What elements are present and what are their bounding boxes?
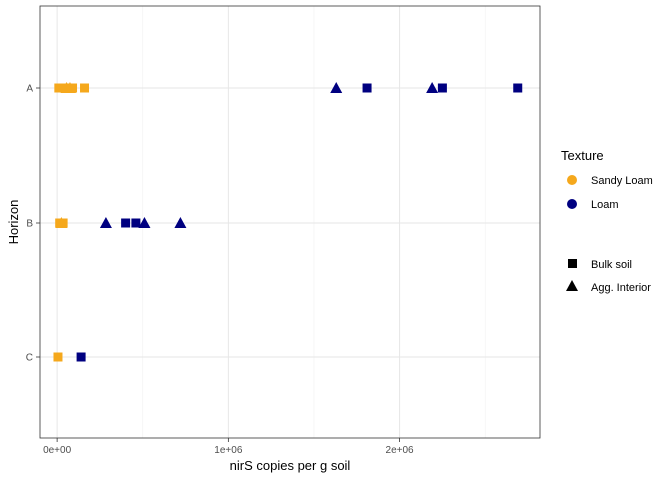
x-axis-title: nirS copies per g soil	[230, 458, 351, 473]
legend-title-texture: Texture	[561, 148, 604, 163]
data-point	[80, 83, 90, 93]
y-tick-label: C	[26, 353, 33, 364]
x-tick-label: 1e+06	[214, 445, 243, 456]
legend-label-sandy-loam: Sandy Loam	[591, 175, 653, 187]
legend: Texture Sandy Loam Loam Bulk soil Agg. I…	[561, 148, 653, 294]
legend-label-loam: Loam	[591, 199, 619, 211]
data-point	[68, 83, 78, 93]
legend-key-sandy-loam	[567, 175, 577, 185]
data-point	[174, 217, 187, 228]
plot-panel	[40, 6, 540, 438]
data-point	[138, 217, 151, 228]
y-axis-title: Horizon	[6, 200, 21, 245]
data-points	[53, 82, 523, 362]
y-tick-label: A	[26, 84, 33, 95]
data-point	[53, 352, 63, 362]
data-point	[99, 217, 112, 228]
legend-key-loam	[567, 199, 577, 209]
data-point	[54, 83, 64, 93]
data-point	[437, 83, 447, 93]
legend-key-bulk-soil	[568, 259, 577, 268]
data-point	[131, 218, 141, 228]
data-point	[330, 82, 343, 93]
y-tick-label: B	[26, 219, 33, 230]
x-tick-label: 2e+06	[386, 445, 415, 456]
data-point	[58, 218, 68, 228]
plot-border	[39, 5, 541, 439]
y-axis: C B A	[26, 84, 40, 364]
data-point	[362, 83, 372, 93]
legend-key-agg-interior	[566, 280, 578, 291]
grid-lines	[40, 6, 540, 438]
x-tick-label: 0e+00	[43, 445, 72, 456]
legend-label-bulk-soil: Bulk soil	[591, 259, 632, 271]
data-point	[121, 218, 131, 228]
data-point	[513, 83, 523, 93]
data-point	[426, 82, 439, 93]
legend-label-agg-interior: Agg. Interior	[591, 282, 651, 294]
data-point	[76, 352, 86, 362]
x-axis: 0e+00 1e+06 2e+06	[43, 438, 414, 456]
